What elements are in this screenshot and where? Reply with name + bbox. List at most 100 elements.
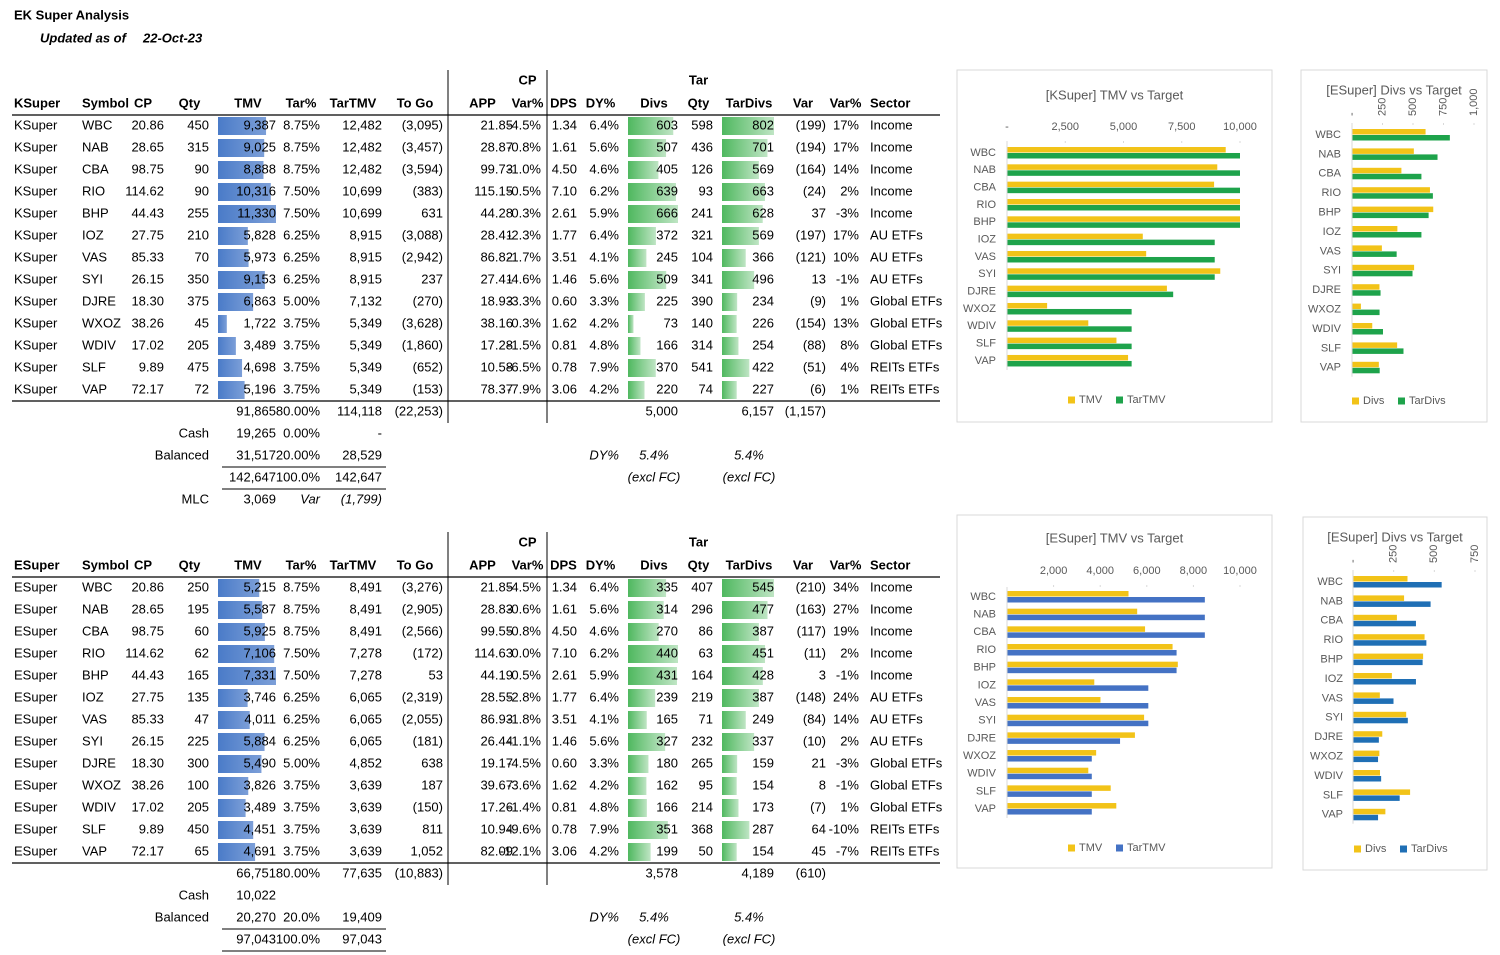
- cell: 219: [691, 689, 713, 704]
- cell: 86.93: [480, 711, 513, 726]
- bar: [1353, 653, 1424, 660]
- column-header: Var: [793, 95, 813, 110]
- data-bar: [628, 139, 667, 157]
- cell: 4.6%: [589, 161, 619, 176]
- cell: 315: [187, 139, 209, 154]
- cell: 220: [656, 381, 678, 396]
- column-header: Sector: [870, 557, 910, 572]
- cell: Global ETFs: [870, 315, 943, 330]
- cell: -4.6%: [507, 271, 541, 286]
- cell: SYI: [82, 733, 103, 748]
- cell: 2%: [840, 645, 859, 660]
- cell: 4.2%: [589, 381, 619, 396]
- data-bar: [218, 337, 236, 355]
- cell: -3.6%: [507, 777, 541, 792]
- cell: (3,088): [402, 227, 443, 242]
- summary-cell: (22,253): [395, 403, 443, 418]
- cell: 65: [195, 843, 209, 858]
- cell: 234: [752, 293, 774, 308]
- cell: 28.87: [480, 139, 513, 154]
- cell: 351: [656, 821, 678, 836]
- cell: 0.0%: [511, 645, 541, 660]
- cell: WXOZ: [82, 777, 121, 792]
- cell: Income: [870, 205, 913, 220]
- cell: 5,973: [243, 249, 276, 264]
- bar: [1352, 348, 1404, 354]
- cell: -1.1%: [507, 733, 541, 748]
- cell: 477: [752, 601, 774, 616]
- bar: [1007, 750, 1097, 756]
- cell: 18.93: [480, 293, 513, 308]
- cell: KSuper: [14, 249, 58, 264]
- x-tick-label: 10,000: [1223, 121, 1257, 133]
- bar: [1007, 250, 1147, 257]
- bar: [1007, 354, 1129, 361]
- bar: [1007, 661, 1178, 668]
- cell: 3.75%: [283, 381, 320, 396]
- cell: 1.62: [552, 777, 577, 792]
- data-bar: [218, 381, 245, 399]
- category-label: WBC: [1317, 576, 1343, 588]
- cell: 205: [187, 337, 209, 352]
- summary-cell: 5.4%: [734, 447, 764, 462]
- category-label: WBC: [970, 147, 996, 159]
- summary-cell: Var: [300, 491, 320, 506]
- updated-date: 22-Oct-23: [142, 30, 203, 45]
- cell: Income: [870, 161, 913, 176]
- cell: 663: [752, 183, 774, 198]
- cell: 62: [195, 645, 209, 660]
- cell: 4.2%: [589, 777, 619, 792]
- bar: [1007, 239, 1215, 246]
- cell: 0.3%: [511, 205, 541, 220]
- cell: 63: [699, 645, 713, 660]
- bar: [1007, 216, 1240, 222]
- cell: 3,639: [349, 821, 382, 836]
- bar: [1007, 291, 1174, 298]
- data-bar: [218, 711, 250, 729]
- cell: (6): [810, 381, 826, 396]
- summary-cell: 66,751: [236, 865, 276, 880]
- column-header: To Go: [397, 95, 434, 110]
- cell: 255: [187, 205, 209, 220]
- summary-cell: 4,189: [741, 865, 774, 880]
- cell: 3.51: [552, 249, 577, 264]
- cell: 115.15: [474, 183, 513, 198]
- bar: [1007, 147, 1226, 153]
- cell: 237: [421, 271, 443, 286]
- cell: 13%: [833, 315, 859, 330]
- bar: [1352, 284, 1380, 290]
- cell: 227: [752, 381, 774, 396]
- cell: -7%: [836, 843, 860, 858]
- bar: [1352, 148, 1414, 154]
- cell: 7.10: [552, 183, 577, 198]
- category-label: IOZ: [978, 679, 997, 691]
- cell: 4,698: [243, 359, 276, 374]
- cell: 0.81: [552, 799, 577, 814]
- cell: 10.94: [480, 821, 513, 836]
- cell: 6.4%: [589, 117, 619, 132]
- cell: 372: [656, 227, 678, 242]
- cell: (2,566): [402, 623, 443, 638]
- summary-cell: 91,865: [236, 403, 276, 418]
- cell: -3.3%: [507, 293, 541, 308]
- cell: ESuper: [14, 711, 58, 726]
- cell: 64: [812, 821, 826, 836]
- category-label: CBA: [1320, 615, 1343, 627]
- cell: (3,628): [402, 315, 443, 330]
- cell: (11): [804, 645, 826, 660]
- cell: 20.86: [131, 579, 164, 594]
- cell: 205: [187, 799, 209, 814]
- summary-cell: 5.4%: [639, 909, 669, 924]
- cell: KSuper: [14, 381, 58, 396]
- column-header: Var%: [830, 557, 862, 572]
- category-label: NAB: [1318, 148, 1341, 160]
- cell: 9,025: [243, 139, 276, 154]
- cell: 86: [699, 623, 713, 638]
- cell: 1.77: [552, 227, 577, 242]
- cell: 45: [195, 315, 209, 330]
- data-bar: [722, 293, 738, 311]
- cell: -1%: [836, 667, 860, 682]
- column-header: DPS: [550, 557, 577, 572]
- category-label: DJRE: [1314, 731, 1343, 743]
- cell: (88): [803, 337, 826, 352]
